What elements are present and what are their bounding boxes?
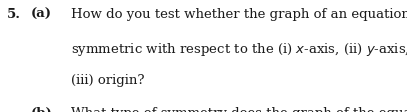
Text: (iii) origin?: (iii) origin? xyxy=(71,73,145,86)
Text: How do you test whether the graph of an equation is: How do you test whether the graph of an … xyxy=(71,8,407,21)
Text: (b): (b) xyxy=(31,106,52,112)
Text: What type of symmetry does the graph of the equation: What type of symmetry does the graph of … xyxy=(71,106,407,112)
Text: (a): (a) xyxy=(31,8,52,21)
Text: symmetric with respect to the (i) $x$-axis, (ii) $y$-axis, and: symmetric with respect to the (i) $x$-ax… xyxy=(71,41,407,58)
Text: 5.: 5. xyxy=(7,8,21,21)
